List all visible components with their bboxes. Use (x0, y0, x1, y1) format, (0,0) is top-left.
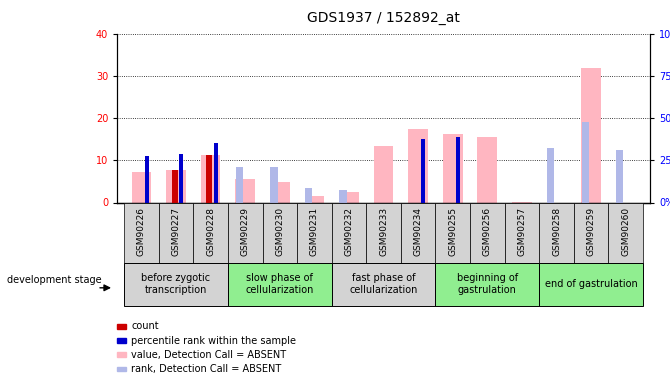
Bar (159, 202, 194, 262)
Bar (443, 134, 462, 202)
Bar (421, 139, 425, 202)
Text: GSM90256: GSM90256 (483, 207, 492, 256)
Bar (332, 202, 366, 262)
Text: count: count (131, 321, 159, 331)
Bar (228, 262, 332, 306)
Bar (616, 150, 623, 202)
Bar (172, 170, 178, 202)
Bar (117, 324, 126, 328)
Bar (206, 155, 212, 203)
Text: GSM90260: GSM90260 (621, 207, 630, 256)
Bar (297, 202, 332, 262)
Bar (547, 148, 554, 202)
Bar (539, 202, 574, 262)
Text: GSM90232: GSM90232 (344, 207, 354, 256)
Text: end of gastrulation: end of gastrulation (545, 279, 637, 289)
Bar (201, 155, 220, 203)
Text: GDS1937 / 152892_at: GDS1937 / 152892_at (307, 11, 460, 25)
Text: before zygotic
transcription: before zygotic transcription (141, 273, 210, 295)
Bar (608, 202, 643, 262)
Text: GSM90258: GSM90258 (552, 207, 561, 256)
Text: GSM90255: GSM90255 (448, 207, 457, 256)
Bar (117, 338, 126, 343)
Bar (401, 202, 436, 262)
Bar (436, 262, 539, 306)
Bar (456, 137, 460, 202)
Text: percentile rank within the sample: percentile rank within the sample (131, 336, 296, 345)
Bar (214, 142, 218, 202)
Text: GSM90230: GSM90230 (275, 207, 284, 256)
Text: fast phase of
cellularization: fast phase of cellularization (349, 273, 418, 295)
Text: development stage: development stage (7, 275, 101, 285)
Bar (270, 166, 277, 202)
Text: GSM90234: GSM90234 (413, 207, 423, 256)
Bar (263, 202, 297, 262)
Text: value, Detection Call = ABSENT: value, Detection Call = ABSENT (131, 350, 287, 360)
Bar (166, 170, 186, 202)
Bar (332, 262, 436, 306)
Text: GSM90227: GSM90227 (172, 207, 180, 256)
Bar (582, 122, 589, 202)
Bar (436, 202, 470, 262)
Bar (236, 166, 243, 202)
Bar (374, 146, 393, 202)
Text: GSM90233: GSM90233 (379, 207, 388, 256)
Bar (470, 202, 505, 262)
Bar (235, 179, 255, 203)
Bar (539, 262, 643, 306)
Bar (117, 367, 126, 371)
Bar (305, 188, 312, 202)
Bar (131, 172, 151, 202)
Bar (478, 137, 497, 202)
Bar (574, 202, 608, 262)
Text: GSM90259: GSM90259 (587, 207, 596, 256)
Bar (124, 202, 159, 262)
Bar (145, 156, 149, 203)
Bar (582, 68, 601, 203)
Bar (117, 352, 126, 357)
Bar (366, 202, 401, 262)
Bar (180, 154, 184, 203)
Bar (124, 262, 228, 306)
Text: GSM90226: GSM90226 (137, 207, 146, 256)
Text: rank, Detection Call = ABSENT: rank, Detection Call = ABSENT (131, 364, 281, 374)
Bar (505, 202, 539, 262)
Text: GSM90229: GSM90229 (241, 207, 250, 256)
Bar (340, 190, 346, 202)
Text: GSM90257: GSM90257 (517, 207, 527, 256)
Bar (408, 129, 428, 202)
Bar (270, 182, 289, 203)
Bar (305, 196, 324, 202)
Text: beginning of
gastrulation: beginning of gastrulation (457, 273, 518, 295)
Bar (194, 202, 228, 262)
Text: GSM90231: GSM90231 (310, 207, 319, 256)
Text: GSM90228: GSM90228 (206, 207, 215, 256)
Text: slow phase of
cellularization: slow phase of cellularization (246, 273, 314, 295)
Bar (228, 202, 263, 262)
Bar (339, 192, 359, 202)
